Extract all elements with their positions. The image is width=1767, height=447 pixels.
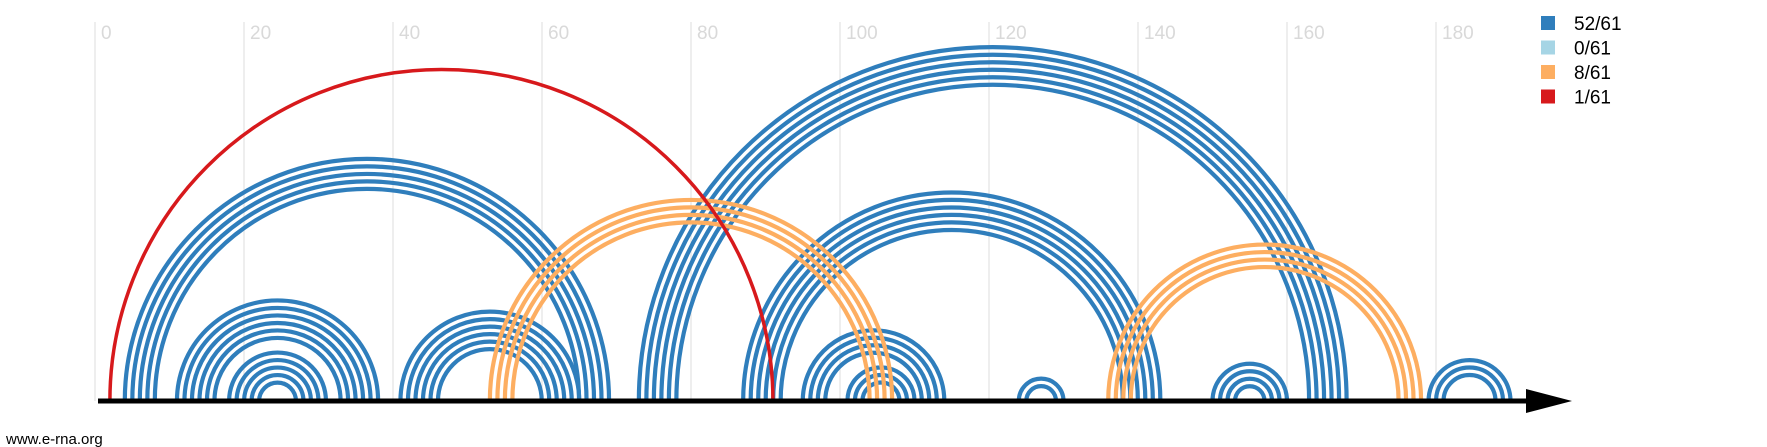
base-pair-arc [1225, 376, 1275, 402]
base-pair-arc [420, 332, 559, 402]
base-pair-arc [435, 347, 544, 402]
base-pair-arc [636, 45, 1349, 402]
arc-layer [108, 45, 1513, 402]
legend-label-3: 1/61 [1574, 88, 1611, 109]
base-pair-arc [204, 328, 351, 402]
base-pair-arc [227, 350, 329, 402]
base-pair-arc [405, 317, 574, 402]
base-pair-arc [1128, 264, 1401, 402]
helix-0-10 [1426, 358, 1513, 402]
base-pair-arc [242, 365, 314, 402]
base-pair-arc [1121, 257, 1409, 402]
legend-swatch-1 [1541, 40, 1555, 55]
helix-2-1 [1106, 242, 1424, 402]
helix-0-5 [741, 190, 1163, 402]
helix-0-8 [1016, 376, 1066, 402]
base-pair-arc [130, 164, 604, 402]
base-pair-arc [122, 156, 612, 402]
base-pair-arc [1232, 384, 1267, 402]
x-tick-label-0: 0 [101, 23, 112, 44]
legend-label-2: 8/61 [1574, 63, 1611, 84]
base-pair-arc [1016, 376, 1066, 402]
base-pair-arc [145, 179, 589, 402]
x-tick-label-140: 140 [1144, 23, 1176, 44]
base-pair-arc [1441, 372, 1498, 402]
helix-0-9 [1210, 361, 1290, 402]
base-pair-arc [197, 320, 358, 402]
helix-2-0 [487, 197, 895, 402]
base-pair-arc [487, 197, 895, 402]
x-tick-label-60: 60 [548, 23, 569, 44]
base-pair-arc [756, 205, 1148, 402]
x-tick-label-100: 100 [846, 23, 878, 44]
credit-text: www.e-rna.org [5, 431, 103, 447]
legend-swatch-0 [1541, 16, 1555, 30]
base-pair-arc [249, 372, 306, 402]
base-pair-arc [748, 197, 1155, 402]
base-pair-arc [257, 380, 299, 402]
base-pair-arc [771, 220, 1133, 402]
base-pair-arc [182, 305, 373, 402]
base-pair-arc [860, 380, 902, 402]
base-pair-arc [108, 67, 775, 402]
base-pair-arc [1210, 361, 1290, 402]
base-pair-arc [174, 298, 381, 402]
legend-label-1: 0/61 [1574, 39, 1611, 60]
legend-label-0: 52/61 [1574, 14, 1622, 35]
x-tick-label-40: 40 [399, 23, 420, 44]
base-pair-arc [1113, 250, 1416, 402]
x-tick-labels: 0 20 40 60 80 100 120 140 160 180 [101, 23, 1474, 44]
base-pair-arc [428, 339, 552, 402]
base-pair-arc [413, 324, 567, 402]
legend-swatch-3 [1541, 89, 1555, 104]
base-pair-arc [234, 358, 321, 402]
base-pair-arc [212, 335, 343, 402]
base-pair-arc [741, 190, 1163, 402]
base-pair-arc [1217, 369, 1282, 402]
axis-arrowhead [1526, 389, 1572, 413]
x-tick-label-160: 160 [1293, 23, 1325, 44]
base-pair-arc [763, 212, 1140, 402]
base-pair-arc [1433, 365, 1506, 402]
base-pair-arc [1426, 358, 1513, 402]
base-pair-arc [398, 309, 582, 402]
base-pair-arc [1106, 242, 1424, 402]
base-pair-arc [815, 343, 932, 402]
base-pair-arc [1024, 384, 1059, 402]
helix-0-3 [398, 309, 582, 402]
base-pair-arc [189, 313, 366, 402]
legend-swatch-2 [1541, 65, 1555, 79]
base-pair-arc [651, 60, 1334, 402]
helix-0-0 [122, 156, 612, 402]
base-pair-arc [502, 212, 880, 402]
helix-0-1 [174, 298, 381, 402]
base-pair-arc [778, 227, 1125, 402]
x-tick-label-80: 80 [697, 23, 718, 44]
helix-0-2 [227, 350, 329, 402]
helix-3-0 [108, 67, 775, 402]
base-pair-arc [510, 220, 872, 402]
base-pair-arc [137, 171, 597, 402]
x-tick-label-180: 180 [1442, 23, 1474, 44]
sequence-axis [98, 389, 1572, 413]
base-pair-arc [644, 52, 1342, 402]
base-pair-arc [666, 75, 1319, 402]
base-pair-arc [800, 328, 947, 402]
x-tick-label-20: 20 [250, 23, 271, 44]
legend: 52/61 0/61 8/61 1/61 [1541, 14, 1622, 109]
base-pair-arc [823, 350, 924, 402]
base-pair-arc [152, 186, 582, 402]
x-tick-label-120: 120 [995, 23, 1027, 44]
base-pair-arc [495, 205, 887, 402]
